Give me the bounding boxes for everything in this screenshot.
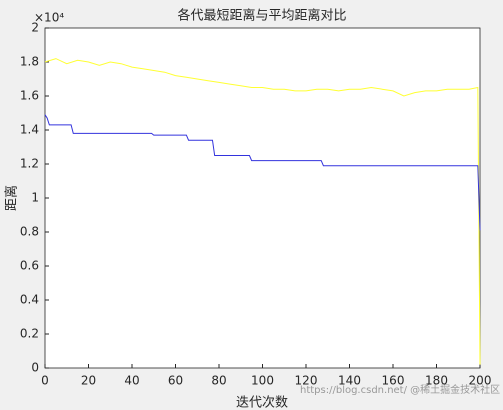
y-tick-label: 1.2 [20,157,39,171]
x-tick-label: 160 [382,374,405,388]
chart-title: 各代最短距离与平均距离对比 [177,8,346,24]
watermark: https://blog.csdn.net/ @稀土掘金技术社区 [300,383,500,396]
x-axis-label: 迭代次数 [236,395,288,410]
y-exponent: ×10⁴ [34,11,64,25]
y-tick-label: 0.4 [20,293,39,307]
y-tick-label: 0.2 [20,327,39,341]
x-tick-label: 120 [295,374,318,388]
x-tick-label: 40 [124,374,139,388]
x-tick-label: 80 [211,374,226,388]
plot-area [44,27,481,369]
x-tick-label: 100 [251,374,274,388]
x-tick-label: 60 [168,374,183,388]
x-tick-label: 180 [425,374,448,388]
y-tick-label: 1.4 [20,123,39,137]
y-tick-label: 0.8 [20,225,39,239]
y-tick-label: 1 [31,191,39,205]
x-tick-label: 20 [81,374,96,388]
x-tick-label: 0 [41,374,49,388]
y-tick-label: 1.8 [20,55,39,69]
y-tick-label: 2 [31,21,39,35]
x-tick-label: 200 [469,374,492,388]
series-line [44,58,481,365]
x-tick-label: 140 [338,374,361,388]
y-axis-label: 距离 [4,185,20,211]
series-line [44,114,481,231]
y-tick-label: 0.6 [20,259,39,273]
y-tick-label: 0 [31,361,39,375]
y-tick-label: 1.6 [20,89,39,103]
